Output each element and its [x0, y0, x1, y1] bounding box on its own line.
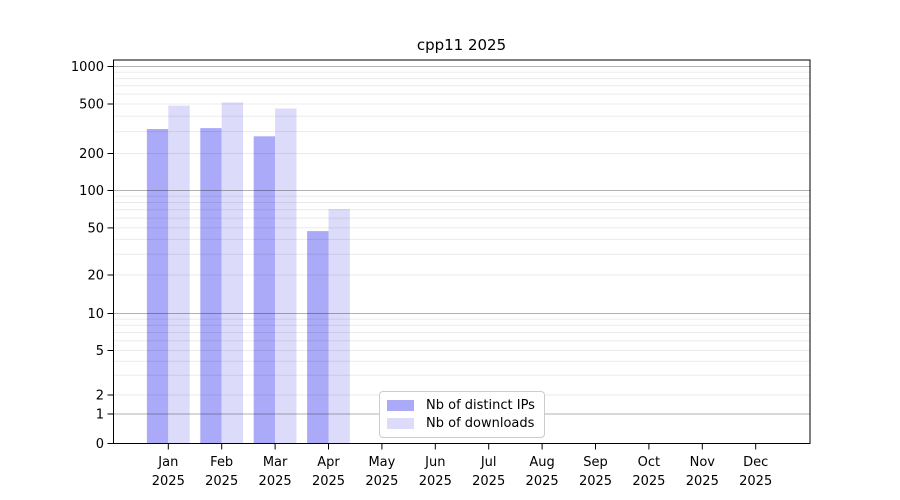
bar-nb-of-downloads-apr-2025: [328, 209, 350, 444]
x-tick-label: Nov 2025: [686, 455, 719, 489]
y-tick-label: 2: [96, 389, 104, 404]
legend-item-downloads: Nb of downloads: [387, 417, 538, 430]
x-tick-label: Sep 2025: [579, 455, 612, 489]
bars-layer: [146, 102, 350, 444]
y-tick-label: 1000: [71, 60, 104, 75]
y-tick-label: 50: [87, 221, 104, 236]
x-tick-label: Jul 2025: [472, 455, 505, 489]
bar-nb-of-distinct-ips-mar-2025: [253, 136, 276, 444]
x-tick-label: Jun 2025: [419, 455, 452, 489]
y-tick-label: 100: [79, 184, 104, 199]
y-tick-label: 0: [96, 437, 104, 452]
x-tick-label: Feb 2025: [205, 455, 238, 489]
bar-nb-of-downloads-mar-2025: [275, 108, 297, 444]
chart-title: cpp11 2025: [416, 36, 507, 54]
legend-swatch-distinct-ips: [387, 400, 414, 412]
axes-frame: [113, 59, 811, 444]
x-tick-label: Mar 2025: [259, 455, 292, 489]
x-tick-label: Aug 2025: [526, 455, 559, 489]
legend-box: Nb of distinct IPs Nb of downloads: [379, 391, 545, 438]
bar-nb-of-distinct-ips-apr-2025: [307, 231, 329, 444]
x-tick-label: Apr 2025: [312, 455, 345, 489]
bar-nb-of-downloads-jan-2025: [168, 105, 190, 444]
y-tick-label: 10: [87, 307, 104, 322]
legend-label-downloads: Nb of downloads: [426, 415, 535, 431]
bar-nb-of-distinct-ips-jan-2025: [146, 129, 169, 444]
x-tick-label: May 2025: [365, 455, 398, 489]
legend-swatch-downloads: [387, 417, 414, 429]
y-tick-label: 20: [87, 269, 104, 284]
x-tick-label: Oct 2025: [632, 455, 665, 489]
x-axis: Jan 2025 Feb 2025 Mar 2025 Apr 2025 May 2025 Jun 20…: [152, 443, 772, 489]
x-tick-label: Dec 2025: [739, 455, 772, 489]
y-tick-label: 200: [79, 147, 104, 162]
legend-item-distinct-ips: Nb of distinct IPs: [387, 399, 538, 412]
bar-nb-of-distinct-ips-feb-2025: [200, 128, 222, 444]
legend-label-distinct-ips: Nb of distinct IPs: [426, 398, 535, 414]
y-tick-label: 1: [96, 408, 104, 423]
bar-nb-of-downloads-feb-2025: [221, 102, 244, 444]
x-tick-label: Jan 2025: [152, 455, 185, 489]
y-tick-label: 500: [79, 98, 104, 113]
y-tick-label: 5: [96, 344, 104, 359]
